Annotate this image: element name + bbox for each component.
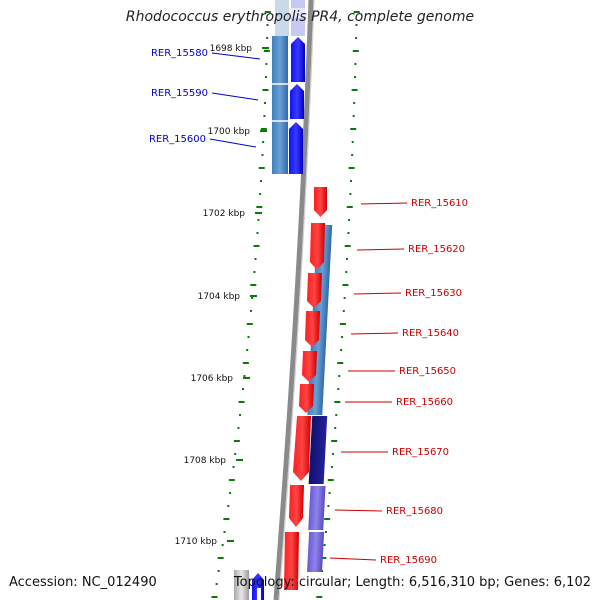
gene-label-RER_15680[interactable]: RER_15680 (386, 506, 443, 517)
cds-arrow-RER_15610[interactable] (314, 187, 327, 217)
feature-bottom-grey (234, 570, 249, 600)
gene-label-RER_15660[interactable]: RER_15660 (396, 397, 453, 408)
gene-leader-line (334, 509, 383, 512)
gene-leader-line (350, 332, 399, 335)
feature-band-reverse-lavender-2 (307, 532, 325, 572)
genome-backbone (273, 0, 314, 600)
gene-leader-line (356, 248, 405, 251)
gene-label-RER_15650[interactable]: RER_15650 (399, 366, 456, 377)
cds-arrow-RER_15650[interactable] (302, 351, 317, 382)
kbp-tick-label: 1708 kbp (184, 456, 227, 466)
gene-labels: RER_15580 RER_15590 RER_15600 RER_15610 RER_… (149, 48, 468, 566)
gene-label-RER_15620[interactable]: RER_15620 (408, 244, 465, 255)
cds-arrow-RER_15590[interactable] (290, 84, 304, 119)
cds-arrow-RER_15670[interactable] (293, 416, 311, 481)
faded-feature-top-steel (275, 0, 289, 36)
topology-label: Topology: circular; Length: 6,516,310 bp… (233, 575, 591, 590)
gene-label-RER_15600[interactable]: RER_15600 (149, 134, 206, 145)
cds-arrow-RER_15660[interactable] (299, 384, 314, 413)
gene-label-RER_15580[interactable]: RER_15580 (151, 48, 208, 59)
faded-feature-top-white (291, 8, 305, 18)
feature-band-reverse-lavender (308, 486, 326, 530)
feature-band-forward-steel (272, 36, 288, 174)
gene-leader-line (329, 557, 377, 561)
feature-band-reverse-navy (308, 416, 328, 484)
gene-label-RER_15590[interactable]: RER_15590 (151, 88, 208, 99)
cds-arrow-RER_15620[interactable] (310, 223, 325, 270)
cds-arrow-RER_15640[interactable] (305, 311, 320, 347)
gene-label-RER_15630[interactable]: RER_15630 (405, 288, 462, 299)
gene-leader-line (360, 202, 408, 205)
kbp-tick-label: 1698 kbp (210, 44, 253, 54)
kbp-ticks: 1698 kbp 1700 kbp 1702 kbp 1704 kbp 1706 kbp… (175, 44, 269, 547)
tick-ring-right (316, 11, 360, 598)
gene-leader-line (353, 292, 402, 295)
kbp-tick-label: 1710 kbp (175, 537, 218, 547)
gene-label-RER_15670[interactable]: RER_15670 (392, 447, 449, 458)
kbp-tick-label: 1706 kbp (191, 374, 234, 384)
cds-arrow-RER_15680[interactable] (289, 485, 304, 527)
kbp-tick-label: 1702 kbp (203, 209, 246, 219)
cds-arrow-RER_15690[interactable] (284, 532, 299, 590)
gene-label-RER_15690[interactable]: RER_15690 (380, 555, 437, 566)
accession-label: Accession: NC_012490 (9, 575, 157, 590)
cds-arrow-RER_15630[interactable] (307, 273, 322, 308)
gene-label-RER_15610[interactable]: RER_15610 (411, 198, 468, 209)
kbp-tick-label: 1700 kbp (208, 127, 251, 137)
gene-leader-line (211, 92, 259, 101)
chart-title: Rhodococcus erythropolis PR4, complete g… (125, 9, 475, 25)
feature-bottom-white (257, 588, 261, 600)
gene-label-RER_15640[interactable]: RER_15640 (402, 328, 459, 339)
cds-arrow-RER_15580[interactable] (291, 37, 305, 82)
tick-ring-left (211, 11, 271, 598)
gene-leader-line (209, 138, 257, 148)
kbp-tick-label: 1704 kbp (198, 292, 241, 302)
gene-leader-line (211, 52, 261, 60)
cds-arrow-RER_15600[interactable] (289, 122, 303, 174)
genome-backbone-highlight (278, 0, 315, 600)
